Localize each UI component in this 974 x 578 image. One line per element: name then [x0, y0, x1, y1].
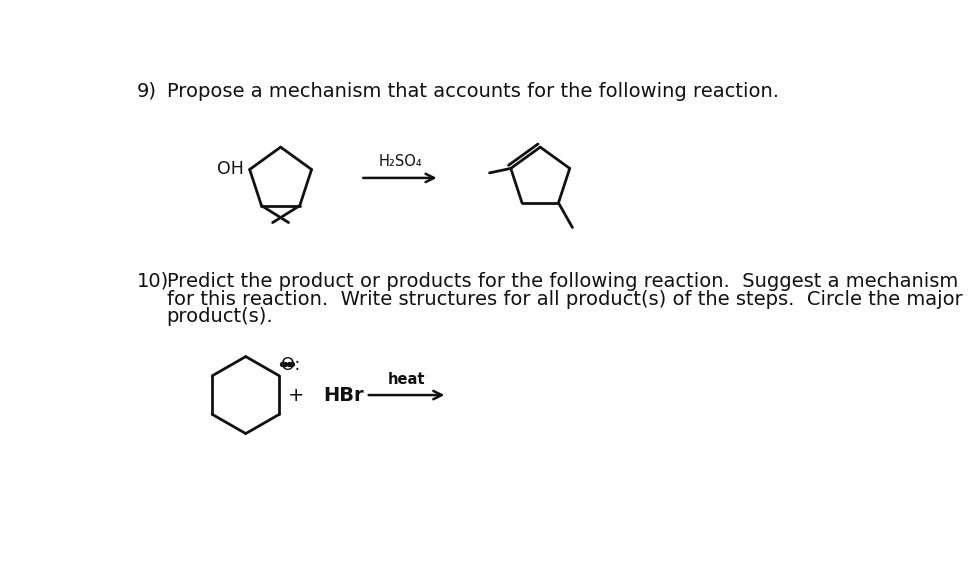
- Text: 10): 10): [137, 272, 169, 291]
- Text: 9): 9): [137, 81, 157, 101]
- Text: heat: heat: [388, 372, 426, 387]
- Text: Predict the product or products for the following reaction.  Suggest a mechanism: Predict the product or products for the …: [167, 272, 958, 291]
- Text: O:: O:: [281, 356, 300, 375]
- Text: product(s).: product(s).: [167, 307, 274, 327]
- Text: OH: OH: [217, 161, 244, 179]
- Text: for this reaction.  Write structures for all product(s) of the steps.  Circle th: for this reaction. Write structures for …: [167, 290, 962, 309]
- Text: Propose a mechanism that accounts for the following reaction.: Propose a mechanism that accounts for th…: [167, 81, 778, 101]
- Text: HBr: HBr: [323, 386, 364, 405]
- Text: H₂SO₄: H₂SO₄: [378, 154, 422, 169]
- Text: +: +: [288, 386, 304, 405]
